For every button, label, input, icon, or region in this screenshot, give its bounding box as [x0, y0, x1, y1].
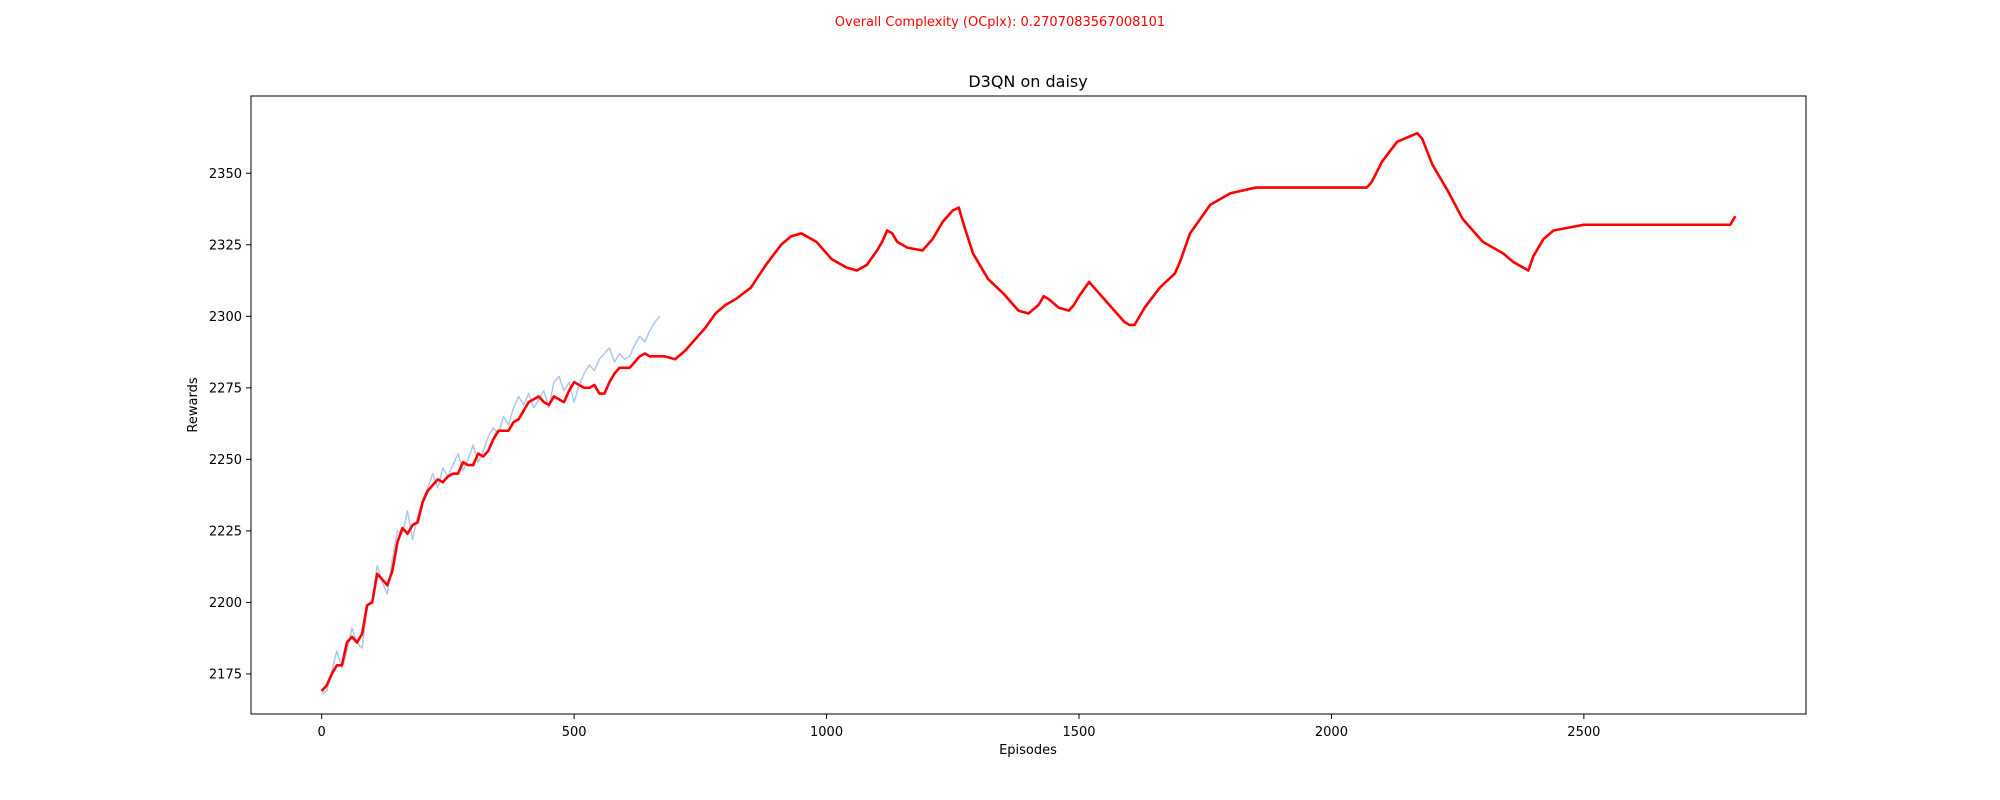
y-tick-label: 2350 — [209, 167, 242, 182]
x-tick-label: 1000 — [810, 725, 843, 740]
x-axis-ticks: 0 500 1000 1500 2000 2500 — [318, 714, 1600, 740]
x-tick-label: 2500 — [1567, 725, 1600, 740]
plot-frame — [250, 95, 1807, 715]
x-tick-label: 1500 — [1062, 725, 1095, 740]
y-tick-label: 2225 — [209, 524, 242, 539]
y-tick-label: 2175 — [209, 667, 242, 682]
raw-rewards-line — [321, 315, 661, 695]
x-tick-label: 2000 — [1315, 725, 1348, 740]
x-axis-label: Episodes — [999, 743, 1057, 758]
y-tick-label: 2275 — [209, 381, 242, 396]
x-tick-label: 0 — [318, 725, 326, 740]
chart-title: D3QN on daisy — [968, 72, 1087, 91]
y-tick-label: 2250 — [209, 453, 242, 468]
y-tick-label: 2325 — [209, 238, 242, 253]
y-axis-label: Rewards — [186, 377, 201, 432]
series-layer — [320, 131, 1737, 695]
complexity-label: Overall Complexity (OCplx): 0.2707083567… — [835, 15, 1165, 30]
y-axis-ticks: 2175 2200 2225 2250 2275 2300 2325 2350 — [209, 167, 251, 682]
x-tick-label: 500 — [562, 725, 587, 740]
y-tick-label: 2300 — [209, 310, 242, 325]
y-tick-label: 2200 — [209, 596, 242, 611]
smoothed-rewards-line — [320, 131, 1737, 692]
